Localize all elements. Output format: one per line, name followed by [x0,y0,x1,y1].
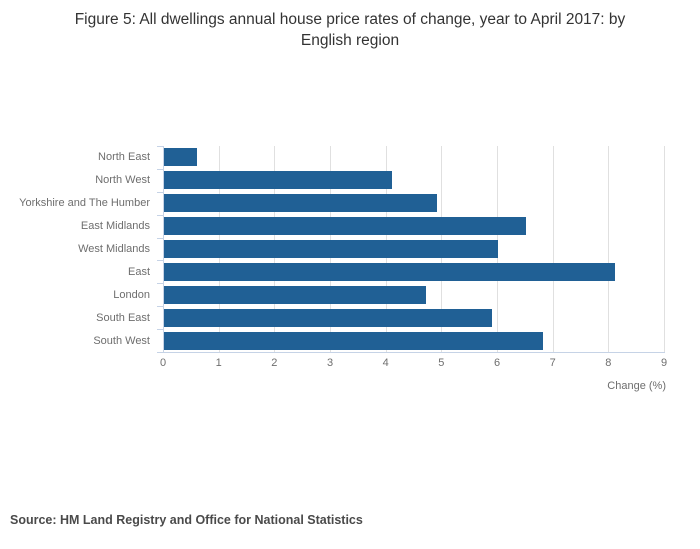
region-label: East Midlands [80,220,150,233]
bar [164,331,543,350]
bar [164,285,426,304]
region-label: West Midlands [78,243,150,255]
y-axis-tick [157,214,163,216]
region-label: London [113,288,150,301]
bar [164,262,615,281]
bar [164,148,198,167]
y-axis-tick [157,237,163,239]
bar [164,240,498,258]
y-axis-tick [157,306,163,308]
y-axis-tick [157,283,163,285]
region-label: North West [95,174,150,187]
bar [164,194,437,213]
bar [164,308,493,327]
grid-line [552,146,554,352]
x-tick-label: 3 [326,357,334,369]
x-tick-label: 5 [438,357,445,369]
x-axis-label: Change (%) [607,380,666,392]
y-axis-tick [157,260,163,262]
chart-title: Figure 5: All dwellings annual house pri… [74,11,626,49]
x-tick-label: 7 [549,357,556,369]
bar [164,171,393,190]
x-tick-label: 9 [660,357,668,369]
y-axis-tick [157,352,163,353]
region-label: North East [98,151,150,164]
bar [164,217,526,236]
region-label: East [127,265,150,278]
grid-line [664,146,665,352]
x-axis-line [163,352,665,353]
y-axis-tick [157,329,163,331]
y-axis-tick [157,146,163,147]
x-tick-label: 8 [605,357,612,369]
x-tick-label: 2 [271,357,278,369]
x-tick-label: 0 [159,357,167,369]
grid-line [608,146,610,352]
source-note: Source: HM Land Registry and Office for … [10,513,363,527]
y-axis-tick [157,168,163,170]
x-tick-label: 6 [493,357,501,369]
x-tick-label: 1 [215,357,222,369]
region-label: South West [93,334,150,347]
region-label: South East [96,311,150,324]
y-axis-tick [157,191,163,193]
y-axis-line [163,146,164,353]
region-label: Yorkshire and The Humber [19,197,150,210]
x-tick-label: 4 [382,357,389,369]
